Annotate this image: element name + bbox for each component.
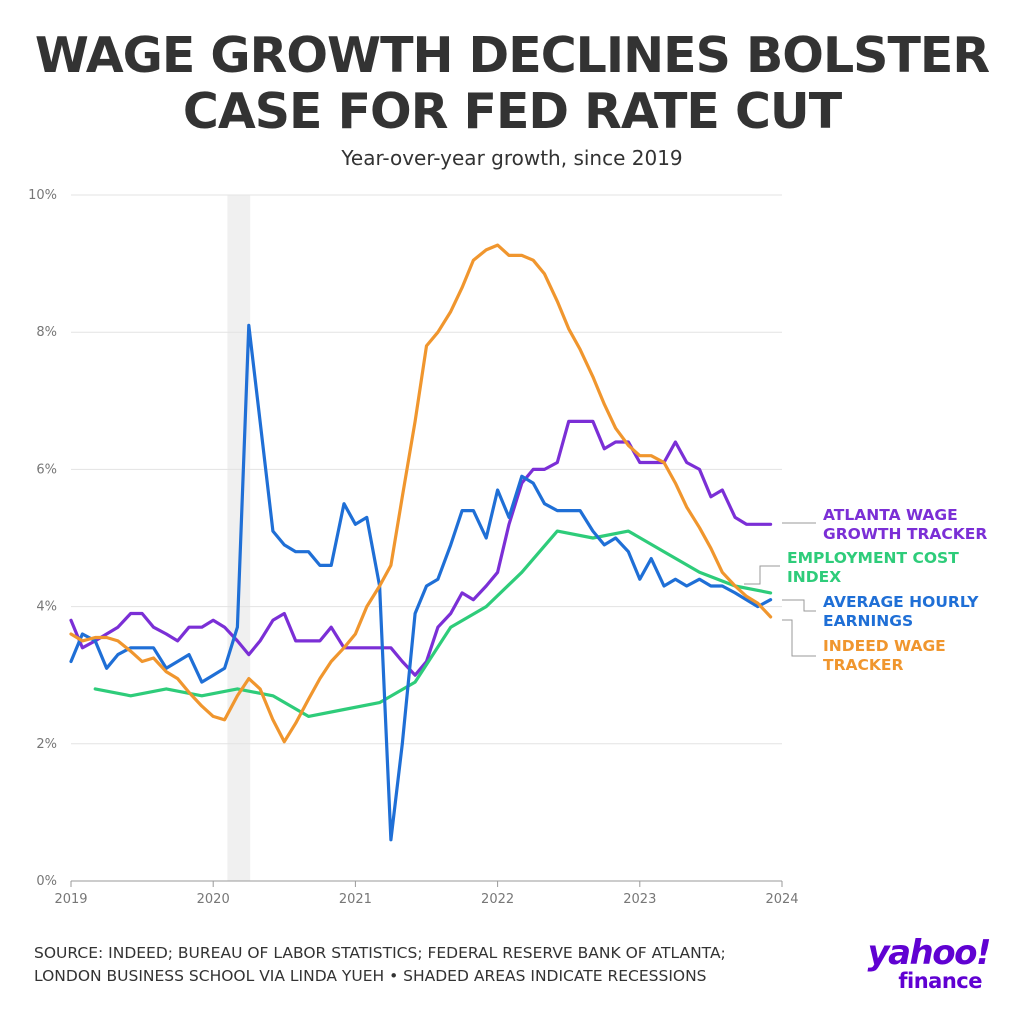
series-label-line: AVERAGE HOURLY (823, 593, 979, 611)
series-label-line: INDEED WAGE (823, 637, 946, 655)
logo-word-yahoo: yahoo! (867, 933, 990, 973)
x-tick-label: 2021 (339, 892, 372, 907)
y-tick-label: 8% (36, 325, 57, 340)
label-connector-indeed-wage-tracker (782, 619, 816, 657)
series-label-line: ATLANTA WAGE (823, 506, 958, 524)
y-tick-label: 4% (36, 600, 57, 615)
chart-subtitle: Year-over-year growth, since 2019 (341, 146, 683, 170)
x-tick-label: 2024 (765, 892, 798, 907)
yahoo-finance-logo: yahoo! finance (867, 933, 991, 992)
x-tick-label: 2022 (481, 892, 514, 907)
y-tick-label: 2% (36, 737, 57, 752)
series-line-employment-cost-index (93, 529, 773, 718)
source-note: SOURCE: INDEED; BUREAU OF LABOR STATISTI… (34, 942, 794, 988)
x-tick-label: 2023 (623, 892, 656, 907)
y-tick-label: 10% (28, 188, 57, 203)
series-label-employment-cost-index: EMPLOYMENT COST INDEX (787, 549, 959, 586)
source-line-1: SOURCE: INDEED; BUREAU OF LABOR STATISTI… (34, 944, 726, 962)
series-label-line: EARNINGS (823, 612, 913, 630)
y-tick-label: 0% (36, 874, 57, 889)
y-tick-label: 6% (36, 462, 57, 477)
source-line-2: LONDON BUSINESS SCHOOL VIA LINDA YUEH • … (34, 967, 707, 985)
x-tick-label: 2019 (54, 892, 87, 907)
label-connector-average-hourly-earnings (782, 599, 816, 612)
series-label-line: GROWTH TRACKER (823, 525, 987, 543)
series-line-atlanta-wage-growth-tracker (69, 419, 773, 677)
series-label-indeed-wage-tracker: INDEED WAGE TRACKER (823, 637, 946, 674)
series-label-average-hourly-earnings: AVERAGE HOURLY EARNINGS (823, 593, 979, 630)
recession-band-0 (227, 195, 251, 881)
series-label-atlanta-wage-growth-tracker: ATLANTA WAGE GROWTH TRACKER (823, 506, 987, 543)
logo-word-finance: finance (898, 969, 982, 992)
label-connector-employment-cost-index (744, 565, 780, 585)
series-line-indeed-wage-tracker (69, 243, 773, 744)
series-label-line: EMPLOYMENT COST (787, 549, 959, 567)
series-label-line: TRACKER (823, 656, 903, 674)
series-line-average-hourly-earnings (69, 323, 773, 842)
x-tick-label: 2020 (197, 892, 230, 907)
series-label-line: INDEX (787, 568, 841, 586)
chart-title: WAGE GROWTH DECLINES BOLSTER CASE FOR FE… (34, 27, 990, 140)
